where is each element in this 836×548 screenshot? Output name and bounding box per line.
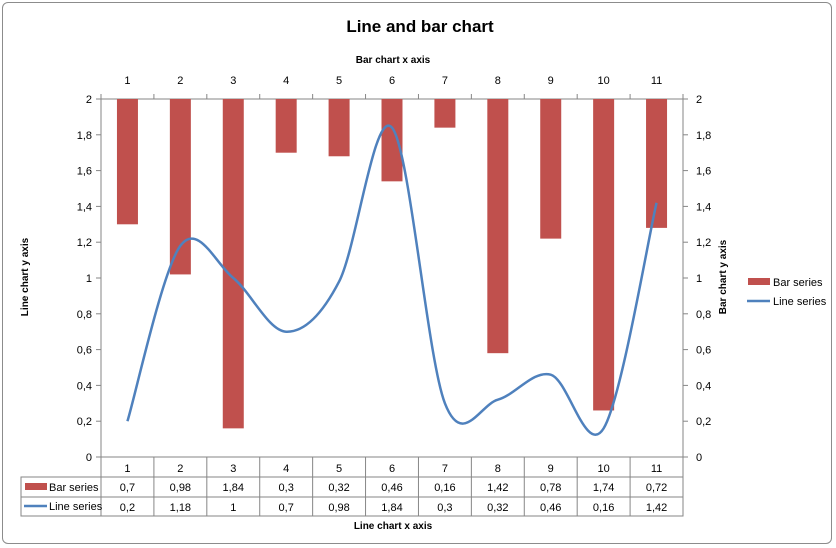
y2-tick-label: 0,8 bbox=[696, 309, 711, 321]
y2-tick-label: 0,2 bbox=[696, 416, 711, 428]
table-cell-line: 0,46 bbox=[540, 502, 561, 514]
bar bbox=[593, 99, 615, 411]
y2-tick-label: 2 bbox=[696, 94, 702, 106]
y2-tick-label: 1,2 bbox=[696, 237, 711, 249]
table-cell-bar: 0,7 bbox=[120, 482, 135, 494]
y2-tick-label: 1,4 bbox=[696, 201, 711, 213]
bar bbox=[540, 99, 562, 239]
y-tick-label: 0,8 bbox=[77, 309, 92, 321]
table-cell-line: 0,3 bbox=[437, 502, 452, 514]
x2-tick-label: 6 bbox=[389, 75, 395, 87]
bar bbox=[646, 99, 668, 228]
bar bbox=[275, 99, 297, 153]
x-tick-label: 3 bbox=[230, 463, 236, 475]
y-tick-label: 2 bbox=[86, 94, 92, 106]
table-row-label-bar: Bar series bbox=[49, 482, 99, 494]
chart-title: Line and bar chart bbox=[346, 17, 494, 36]
table-cell-bar: 1,74 bbox=[593, 482, 614, 494]
bar bbox=[116, 99, 138, 225]
y-tick-label: 1,4 bbox=[77, 201, 92, 213]
y2-tick-label: 1,8 bbox=[696, 130, 711, 142]
primary-y-axis-title: Line chart y axis bbox=[20, 237, 31, 316]
x2-tick-label: 5 bbox=[336, 75, 342, 87]
bar bbox=[381, 99, 403, 182]
y2-tick-label: 1,6 bbox=[696, 166, 711, 178]
legend-label-bar: Bar series bbox=[773, 277, 823, 289]
x2-tick-label: 2 bbox=[177, 75, 183, 87]
table-bar-key bbox=[25, 483, 47, 490]
x-tick-label: 11 bbox=[651, 463, 662, 475]
table-cell-line: 0,2 bbox=[120, 502, 135, 514]
line-series-path bbox=[126, 124, 658, 436]
x2-tick-label: 7 bbox=[442, 75, 448, 87]
x-tick-label: 7 bbox=[442, 463, 448, 475]
bar bbox=[434, 99, 456, 128]
x2-tick-label: 11 bbox=[651, 75, 662, 87]
y2-tick-label: 1 bbox=[696, 273, 702, 285]
table-cell-line: 1,42 bbox=[646, 502, 667, 514]
bar bbox=[222, 99, 244, 429]
x2-tick-label: 8 bbox=[495, 75, 501, 87]
secondary-y-axis-title: Bar chart y axis bbox=[718, 239, 729, 314]
y-tick-label: 1 bbox=[86, 273, 92, 285]
y2-tick-label: 0,4 bbox=[696, 380, 711, 392]
table-cell-line: 1,18 bbox=[170, 502, 191, 514]
y-tick-label: 1,8 bbox=[77, 130, 92, 142]
table-cell-bar: 0,32 bbox=[328, 482, 349, 494]
primary-x-axis-title: Line chart x axis bbox=[354, 521, 433, 532]
legend-label-line: Line series bbox=[773, 296, 827, 308]
legend-bar-key bbox=[748, 278, 770, 285]
y-tick-label: 1,2 bbox=[77, 237, 92, 249]
table-row-label-line: Line series bbox=[49, 501, 103, 513]
y-tick-label: 0,4 bbox=[77, 380, 92, 392]
table-cell-line: 0,98 bbox=[328, 502, 349, 514]
y2-tick-label: 0,6 bbox=[696, 345, 711, 357]
x2-tick-label: 3 bbox=[230, 75, 236, 87]
x-tick-label: 1 bbox=[124, 463, 130, 475]
bar bbox=[169, 99, 191, 275]
y-tick-label: 0,2 bbox=[77, 416, 92, 428]
y-tick-label: 1,6 bbox=[77, 166, 92, 178]
y-tick-label: 0,6 bbox=[77, 345, 92, 357]
table-cell-bar: 0,46 bbox=[381, 482, 402, 494]
table-cell-bar: 1,84 bbox=[223, 482, 244, 494]
x-tick-label: 2 bbox=[177, 463, 183, 475]
table-cell-bar: 0,72 bbox=[646, 482, 667, 494]
x-tick-label: 5 bbox=[336, 463, 342, 475]
table-cell-line: 0,32 bbox=[487, 502, 508, 514]
table-cell-bar: 0,98 bbox=[170, 482, 191, 494]
table-cell-bar: 0,16 bbox=[434, 482, 455, 494]
x2-tick-label: 4 bbox=[283, 75, 289, 87]
table-cell-line: 1,84 bbox=[381, 502, 402, 514]
table-cell-line: 0,16 bbox=[593, 502, 614, 514]
table-cell-bar: 1,42 bbox=[487, 482, 508, 494]
x-tick-label: 4 bbox=[283, 463, 289, 475]
bar bbox=[487, 99, 509, 354]
x-tick-label: 8 bbox=[495, 463, 501, 475]
x-tick-label: 6 bbox=[389, 463, 395, 475]
x2-tick-label: 9 bbox=[548, 75, 554, 87]
secondary-x-axis-title: Bar chart x axis bbox=[356, 55, 431, 66]
table-cell-line: 0,7 bbox=[279, 502, 294, 514]
table-cell-line: 1 bbox=[230, 502, 236, 514]
x-tick-label: 9 bbox=[548, 463, 554, 475]
table-cell-bar: 0,78 bbox=[540, 482, 561, 494]
x2-tick-label: 10 bbox=[598, 75, 610, 87]
x2-tick-label: 1 bbox=[124, 75, 130, 87]
y-tick-label: 0 bbox=[86, 452, 92, 464]
x-tick-label: 10 bbox=[598, 463, 610, 475]
table-cell-bar: 0,3 bbox=[279, 482, 294, 494]
y2-tick-label: 0 bbox=[696, 452, 702, 464]
bar bbox=[328, 99, 350, 157]
